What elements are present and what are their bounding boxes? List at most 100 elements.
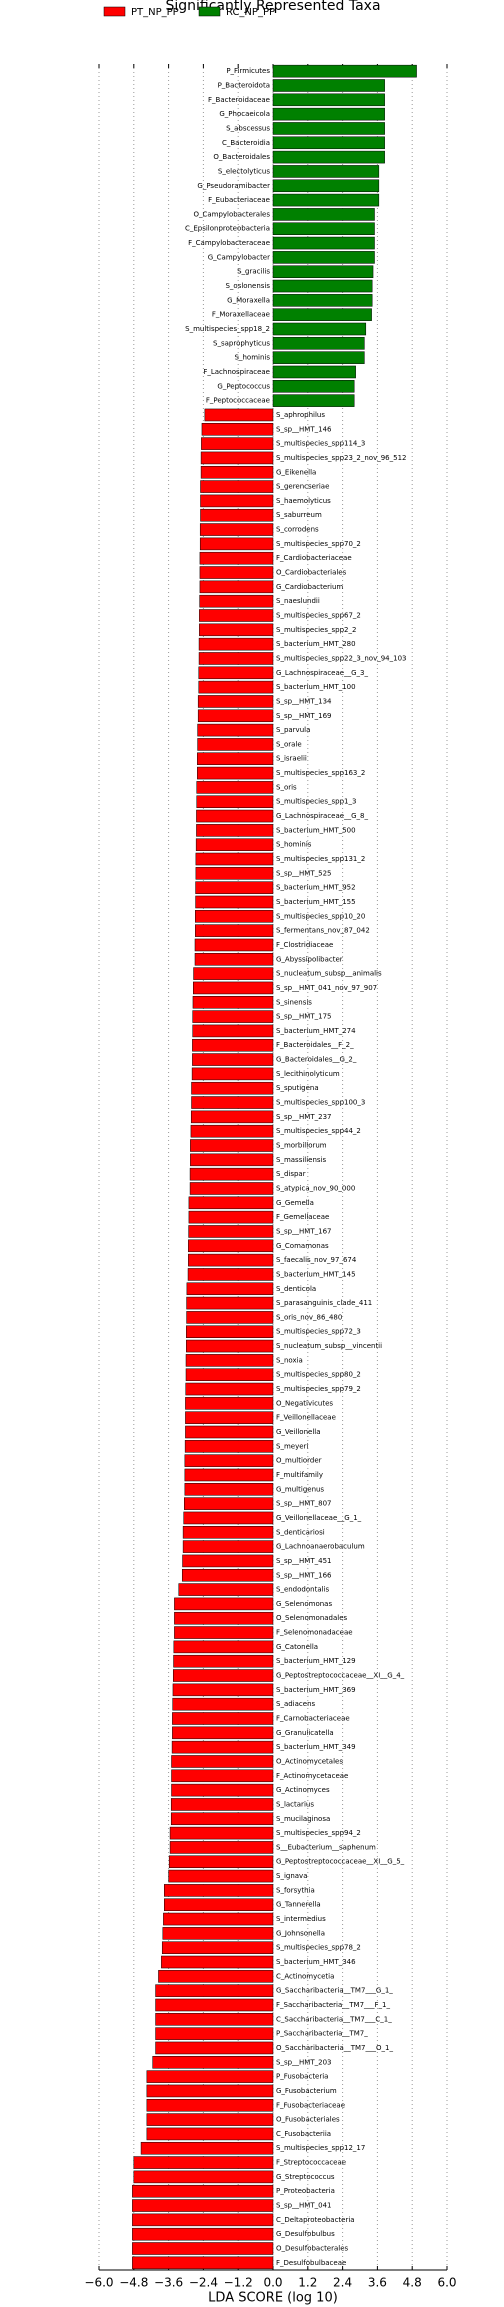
legend-swatch xyxy=(198,6,221,17)
category-label: G_Phocaeicola xyxy=(219,110,270,118)
bar xyxy=(200,494,274,508)
bar xyxy=(196,781,274,794)
bar xyxy=(188,1210,274,1224)
bar xyxy=(184,1497,274,1510)
bar xyxy=(133,2170,274,2184)
bar xyxy=(272,279,373,293)
category-label: F_Saccharibacteria__TM7___F_1_ xyxy=(276,2001,390,2009)
legend-label: PT_NP_PP xyxy=(131,7,179,18)
bar xyxy=(195,910,274,923)
bar xyxy=(171,1755,274,1768)
category-label: S_gerencseriae xyxy=(276,483,329,491)
category-label: F_Veillonellaceae xyxy=(276,1414,336,1422)
bar xyxy=(272,308,372,321)
bar xyxy=(199,551,274,565)
category-label: S_hominis xyxy=(235,354,271,362)
category-label: S_bacterium_HMT_100 xyxy=(276,683,356,691)
category-label: F_Eubacteriaceae xyxy=(208,196,270,204)
category-label: O_Negativicutes xyxy=(276,1399,333,1407)
bar xyxy=(132,2256,274,2270)
bar xyxy=(193,967,274,980)
category-label: S_oris_nov_86_480 xyxy=(276,1313,342,1321)
bar xyxy=(199,523,274,536)
category-label: S_sp__HMT_167 xyxy=(276,1227,331,1235)
bar xyxy=(272,380,355,393)
category-label: F_Fusobacteriaceae xyxy=(276,2101,345,2109)
bar xyxy=(174,1626,274,1639)
bar xyxy=(272,193,380,207)
category-label: S_faecalis_nov_97_674 xyxy=(276,1256,357,1264)
category-label: O_Desulfobacterales xyxy=(276,2245,349,2253)
category-label: O_Saccharibacteria__TM7___O_1_ xyxy=(276,2044,393,2052)
bar xyxy=(192,1024,274,1038)
category-label: C_Actinomycetia xyxy=(276,1972,334,1980)
bar xyxy=(195,924,274,937)
category-label: S_sputigena xyxy=(276,1084,319,1092)
category-label: P_Fusobacteria xyxy=(276,2073,328,2081)
category-label: S_endodontalis xyxy=(276,1586,329,1594)
bar xyxy=(188,1239,274,1253)
bar xyxy=(197,752,274,766)
bar xyxy=(196,809,274,823)
category-label: S_denticola xyxy=(276,1285,316,1293)
bar xyxy=(272,222,375,236)
category-label: S_multispecies_spp23_2_nov_96_512 xyxy=(276,454,407,462)
category-label: S_hominis xyxy=(276,841,312,849)
bar xyxy=(188,1225,274,1238)
category-label: S_oris xyxy=(276,783,297,791)
category-label: G_multigenus xyxy=(276,1485,324,1493)
category-label: S_sp__HMT_041 xyxy=(276,2202,331,2210)
bar xyxy=(272,265,374,278)
bar xyxy=(161,1941,274,1954)
category-label: S_multispecies_spp10_20 xyxy=(276,912,365,920)
category-label: S_sp__HMT_451 xyxy=(276,1557,331,1565)
category-label: F_Streptococcaceae xyxy=(276,2159,346,2167)
category-label: G_Peptococcus xyxy=(217,382,270,390)
category-label: G_Veillonellaceae__G_1_ xyxy=(276,1514,362,1522)
bar xyxy=(193,981,274,995)
category-label: O_Actinomycetales xyxy=(276,1757,343,1765)
category-label: C_Saccharibacteria__TM7___C_1_ xyxy=(276,2015,392,2023)
bar xyxy=(272,136,385,150)
bar xyxy=(272,251,375,264)
category-label: F_Carnobacteriaceae xyxy=(276,1715,350,1723)
bar xyxy=(185,1411,274,1424)
category-label: S_multispecies_spp72_3 xyxy=(276,1328,361,1336)
bar xyxy=(204,408,274,422)
bar xyxy=(195,838,274,851)
category-label: O_Cardiobacteriales xyxy=(276,569,347,577)
bar xyxy=(163,1912,274,1926)
x-tick-label: 3.6 xyxy=(368,2276,387,2290)
category-label: S_parasanguinis_clade_411 xyxy=(276,1299,372,1307)
bar xyxy=(181,1568,274,1582)
category-label: S_sp__HMT_041_nov_97_907 xyxy=(276,984,377,992)
bar xyxy=(200,465,274,479)
category-label: S_fermentans_nov_87_042 xyxy=(276,927,370,935)
bar xyxy=(146,2127,274,2141)
bar xyxy=(187,1268,274,1281)
category-label: S_multispecies_spp22_3_nov_94_103 xyxy=(276,654,407,662)
category-label: F_Gemellaceae xyxy=(276,1213,329,1221)
bar xyxy=(197,723,274,737)
bar xyxy=(146,2098,274,2112)
bar xyxy=(133,2156,274,2169)
legend-label: RC_NP_PP xyxy=(226,7,275,18)
category-label: F_Cardiobacteriaceae xyxy=(276,554,352,562)
bar xyxy=(196,795,274,808)
category-label: F_Bacteroidales__F_2_ xyxy=(276,1041,354,1049)
category-label: S_naeslundii xyxy=(276,597,320,605)
bar xyxy=(191,1096,274,1109)
bar xyxy=(190,1153,274,1167)
category-label: G_Streptococcus xyxy=(276,2173,335,2181)
category-label: S_corrodens xyxy=(276,526,319,534)
x-tick-label: −2.4 xyxy=(189,2276,218,2290)
bar xyxy=(197,766,274,780)
bar xyxy=(198,666,274,680)
bar xyxy=(172,1712,274,1725)
category-label: G_Lachnoanaerobaculum xyxy=(276,1543,365,1551)
bar xyxy=(185,1368,274,1381)
bar xyxy=(172,1697,274,1711)
category-label: S_sp__HMT_807 xyxy=(276,1500,331,1508)
category-label: S_forsythia xyxy=(276,1886,315,1894)
